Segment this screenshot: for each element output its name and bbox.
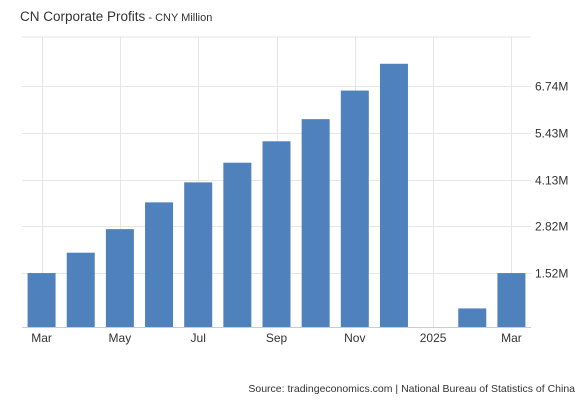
y-tick-label: 5.43M bbox=[535, 127, 568, 141]
x-tick-label: Nov bbox=[344, 331, 365, 345]
chart-title-text: CN Corporate Profits bbox=[20, 9, 146, 24]
bar-2024-05 bbox=[105, 229, 134, 327]
x-tick-label: Jul bbox=[191, 331, 206, 345]
x-tick-label: May bbox=[109, 331, 132, 345]
source-attribution: Source: tradingeconomics.com | National … bbox=[248, 383, 575, 395]
bar-layer bbox=[27, 63, 526, 328]
bar-2024-10 bbox=[301, 119, 330, 328]
bar-2025-02 bbox=[458, 308, 487, 327]
y-tick-label: 1.52M bbox=[535, 267, 568, 281]
bar-2025-03 bbox=[497, 273, 526, 327]
bar-2024-09 bbox=[262, 141, 291, 327]
x-tick-label: Sep bbox=[266, 331, 288, 345]
y-tick-label: 2.82M bbox=[535, 220, 568, 234]
axis-layer: 1.52M 2.82M 4.13M 5.43M 6.74M Mar May Jul Sep Nov… bbox=[22, 80, 568, 345]
x-tick-label: 2025 bbox=[420, 331, 447, 345]
y-tick-label: 6.74M bbox=[535, 80, 568, 94]
bar-2024-12 bbox=[379, 63, 408, 328]
title-separator: - bbox=[145, 12, 156, 24]
chart-title: CN Corporate Profits - CNY Million bbox=[20, 8, 212, 26]
bar-2024-07 bbox=[184, 182, 213, 327]
bar-2024-08 bbox=[223, 162, 252, 327]
chart-unit: CNY Million bbox=[155, 12, 213, 24]
bar-2024-03 bbox=[27, 273, 56, 327]
bar-2024-06 bbox=[145, 202, 174, 327]
x-tick-label: Mar bbox=[501, 331, 522, 345]
y-tick-label: 4.13M bbox=[535, 174, 568, 188]
bar-2024-11 bbox=[340, 90, 369, 327]
bar-2024-04 bbox=[66, 252, 95, 327]
x-tick-label: Mar bbox=[31, 331, 52, 345]
